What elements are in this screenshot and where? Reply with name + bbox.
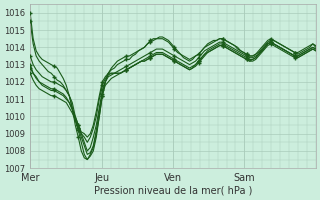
X-axis label: Pression niveau de la mer( hPa ): Pression niveau de la mer( hPa ) [94,186,252,196]
